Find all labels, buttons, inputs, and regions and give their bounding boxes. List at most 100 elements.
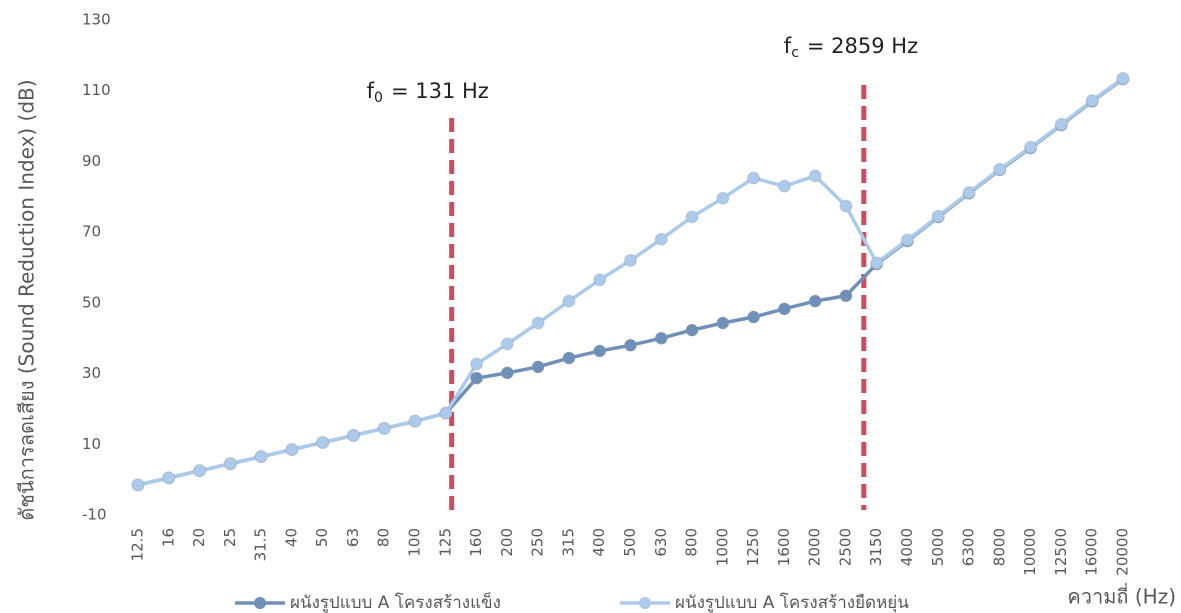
marker [839, 289, 853, 303]
x-tick-label: 1600 [775, 528, 793, 566]
series-line [137, 77, 1124, 487]
marker [808, 294, 822, 308]
marker [962, 186, 976, 200]
marker [470, 371, 484, 385]
annotation-subscript: 0 [374, 90, 383, 106]
x-tick-label: 8000 [990, 528, 1008, 566]
marker [131, 478, 145, 492]
marker [1054, 117, 1068, 131]
x-tick-label: 16000 [1083, 528, 1101, 576]
marker [285, 443, 299, 457]
marker [839, 199, 853, 213]
marker [777, 179, 791, 193]
x-tick-label: 315 [559, 528, 577, 557]
x-tick-label: 1250 [744, 528, 762, 566]
x-tick-label: 50 [313, 528, 331, 547]
marker [470, 357, 484, 371]
marker [531, 360, 545, 374]
marker [316, 436, 330, 450]
y-tick-label: 70 [82, 223, 101, 241]
marker [654, 232, 668, 246]
marker [685, 210, 699, 224]
x-tick-label: 500 [621, 528, 639, 557]
marker [716, 191, 730, 205]
annotation-symbol: f [784, 34, 792, 58]
x-tick-label: 630 [652, 528, 670, 557]
legend-label: ผนังรูปแบบ A โครงสร้างยืดหยุ่น [675, 592, 909, 613]
x-tick-label: 25 [221, 528, 239, 547]
annotation: f0 = 131 Hz [367, 79, 489, 106]
x-tick-label: 16 [159, 528, 177, 547]
marker [747, 310, 761, 324]
annotation: fc = 2859 Hz [784, 34, 918, 61]
marker [193, 464, 207, 478]
y-tick-label: 30 [82, 364, 101, 382]
marker [623, 253, 637, 267]
marker [408, 414, 422, 428]
x-tick-label: 20000 [1113, 528, 1131, 576]
marker [901, 233, 914, 247]
marker [777, 302, 791, 316]
marker [623, 338, 637, 352]
marker [1024, 140, 1038, 154]
x-tick-label: 1000 [713, 528, 731, 566]
x-tick-label: 4000 [898, 528, 916, 566]
marker [500, 366, 514, 380]
y-tick-label: 90 [82, 152, 101, 170]
marker [808, 169, 822, 183]
x-tick-label: 100 [406, 528, 424, 557]
x-tick-label: 63 [344, 528, 362, 547]
marker [593, 344, 607, 358]
x-tick-label: 5000 [929, 528, 947, 566]
marker [223, 457, 237, 471]
marker [993, 162, 1007, 176]
x-tick-label: 12.5 [129, 528, 147, 561]
x-tick-label: 200 [498, 528, 516, 557]
marker [870, 256, 884, 270]
marker [1116, 71, 1130, 85]
marker [254, 450, 268, 464]
legend-marker [639, 597, 651, 609]
marker [500, 337, 514, 351]
marker [439, 406, 453, 420]
marker [162, 471, 176, 485]
x-axis-label: ความถี่ (Hz) [1067, 583, 1176, 609]
marker [747, 171, 761, 185]
x-tick-label: 31.5 [252, 528, 270, 561]
marker [531, 316, 545, 330]
legend-marker [254, 597, 266, 609]
x-tick-label: 2500 [836, 528, 854, 566]
x-tick-label: 160 [467, 528, 485, 557]
series-line [137, 76, 1124, 487]
x-tick-label: 2000 [806, 528, 824, 566]
y-tick-label: 10 [82, 435, 101, 453]
marker [654, 331, 668, 345]
x-tick-label: 20 [190, 528, 208, 547]
marker [685, 323, 699, 337]
marker [716, 316, 730, 330]
annotation-subscript: c [791, 45, 799, 61]
marker [931, 209, 945, 223]
x-tick-label: 125 [436, 528, 454, 557]
x-tick-label: 12500 [1052, 528, 1070, 576]
y-tick-label: 50 [82, 293, 101, 311]
legend-label: ผนังรูปแบบ A โครงสร้างแข็ง [290, 591, 501, 613]
marker [1085, 94, 1099, 108]
marker [377, 421, 391, 435]
x-tick-label: 6300 [960, 528, 978, 566]
x-tick-label: 80 [375, 528, 393, 547]
x-tick-label: 400 [590, 528, 608, 557]
y-tick-label: -10 [82, 506, 107, 524]
annotation-text: = 2859 Hz [807, 34, 918, 58]
x-tick-label: 250 [529, 528, 547, 557]
marker [562, 351, 576, 365]
x-tick-label: 10000 [1021, 528, 1039, 576]
y-tick-label: 110 [82, 81, 111, 99]
marker [593, 273, 607, 287]
marker [346, 428, 360, 442]
annotation-symbol: f [367, 79, 375, 103]
y-axis-label: ดัชนีการลดเสียง (Sound Reduction Index) … [15, 79, 39, 520]
marker [562, 294, 576, 308]
